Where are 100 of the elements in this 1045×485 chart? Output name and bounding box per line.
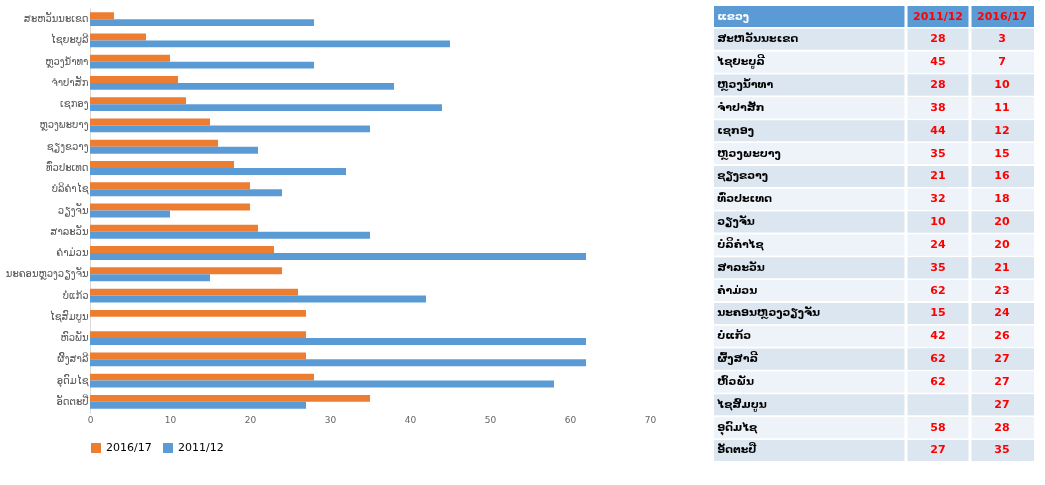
- y-tick-label: ສາລະວັນ: [50, 224, 89, 237]
- data-label: 45: [930, 55, 946, 69]
- x-tick-label: 0: [87, 414, 94, 425]
- y-tick-label: ທົ່ວປະເທດ: [46, 160, 89, 173]
- y-tick-label: ທົ່ວປະເທດ: [717, 191, 773, 206]
- bar: [90, 82, 394, 90]
- bar: [90, 246, 274, 254]
- bar: [90, 19, 314, 27]
- data-label: 10: [994, 78, 1010, 92]
- data-label: 10: [930, 215, 946, 229]
- y-tick-label: ຊຽງຂວາງ: [717, 169, 769, 183]
- bar: [90, 139, 218, 147]
- bar: [90, 167, 346, 175]
- x-tick-label: 40: [404, 414, 417, 425]
- x-tick-label: 10: [164, 414, 177, 425]
- bar: [90, 161, 234, 168]
- data-label: 24: [994, 306, 1010, 320]
- bar: [90, 331, 306, 339]
- y-axis-title: ແຂວງ: [717, 9, 749, 23]
- legend-label: 2016/17: [106, 441, 152, 454]
- data-label: 21: [994, 260, 1010, 274]
- bar: [90, 104, 442, 112]
- y-tick-label: ໄຊສົມບູນ: [716, 396, 767, 412]
- bar: [90, 267, 282, 275]
- y-tick-label: ຄຳມ່ວນ: [717, 283, 758, 297]
- data-label: 28: [930, 32, 946, 46]
- y-tick-label: ຄຳມ່ວນ: [56, 247, 89, 259]
- y-tick-label: ຈຳປາສັກ: [51, 75, 89, 88]
- bar: [90, 125, 370, 133]
- data-label: 20: [994, 237, 1010, 251]
- data-label: 42: [930, 329, 946, 343]
- y-tick-label: ອັດຕະປື: [56, 393, 89, 407]
- bar: [90, 12, 114, 20]
- data-label: 62: [930, 374, 946, 388]
- bar: [90, 146, 258, 154]
- y-tick-label: ອຸດົມໄຊ: [717, 419, 759, 436]
- bar: [90, 40, 450, 48]
- data-label: 28: [994, 420, 1010, 434]
- y-tick-label: ເຊກອງ: [717, 123, 754, 137]
- bar: [90, 54, 170, 62]
- bar: [90, 253, 586, 260]
- data-label: 27: [994, 374, 1010, 388]
- y-tick-label: ໄຊຍະບູລີ: [50, 33, 89, 47]
- data-label: 11: [994, 100, 1010, 114]
- data-label: 20: [994, 215, 1010, 229]
- legend-label: 2011/12: [178, 441, 224, 454]
- data-label: 44: [930, 123, 946, 137]
- y-tick-label: ຫຼວງພະບາງ: [39, 119, 89, 132]
- y-tick-label: ຈຳປາສັກ: [717, 100, 765, 114]
- bar: [90, 189, 282, 197]
- y-tick-label: ຫຼວງນ້ຳທາ: [717, 78, 774, 92]
- data-label: 58: [930, 420, 946, 434]
- data-label: 21: [930, 169, 946, 183]
- bar: [90, 373, 314, 381]
- y-tick-label: ອັດຕະປື: [717, 442, 758, 457]
- data-label: 18: [994, 192, 1010, 206]
- y-tick-label: ວຽງຈັນ: [57, 203, 89, 217]
- bar: [90, 97, 186, 105]
- data-label: 38: [930, 100, 946, 114]
- data-label: 26: [994, 329, 1010, 343]
- x-tick-label: 50: [484, 414, 497, 425]
- y-tick-label: ຜົ້ງສາລີ: [57, 352, 89, 366]
- bar: [90, 288, 298, 296]
- bar: [90, 182, 250, 190]
- y-tick-label: ນະຄອນຫຼວງວຽງຈັນ: [5, 267, 89, 281]
- bar: [90, 352, 306, 360]
- data-label: 32: [930, 192, 946, 206]
- data-label: 35: [930, 146, 946, 160]
- y-tick-label: ອຸດົມໄຊ: [56, 373, 89, 388]
- y-tick-label: ໄຊຍະບູລີ: [716, 54, 766, 70]
- bar: [90, 338, 586, 345]
- y-tick-label: ຫົວພັນ: [717, 373, 754, 388]
- data-label: 27: [930, 443, 946, 457]
- bar: [90, 76, 178, 83]
- data-label: 62: [930, 352, 946, 366]
- data-label: 62: [930, 283, 946, 297]
- bar: [90, 359, 586, 367]
- bar: [90, 203, 250, 211]
- y-tick-label: ບໍລິຄຳໄຊ: [51, 182, 89, 196]
- bar: [90, 309, 306, 317]
- y-tick-label: ຫົວພັນ: [60, 330, 89, 344]
- x-tick-label: 70: [644, 414, 657, 425]
- data-label: 35: [930, 260, 946, 274]
- y-tick-label: ຜົ້ງສາລີ: [717, 351, 759, 366]
- y-tick-label: ຫຼວງພະບາງ: [717, 146, 781, 160]
- data-label: 24: [930, 237, 946, 251]
- y-tick-label: ສະຫວັນນະເຂດ: [717, 32, 799, 46]
- data-label: 35: [994, 443, 1010, 457]
- x-tick-label: 60: [564, 414, 577, 425]
- y-tick-label: ເຊກອງ: [60, 98, 89, 111]
- y-tick-label: ໄຊສົມບູນ: [49, 309, 89, 323]
- data-label: 16: [994, 169, 1010, 183]
- data-label: 27: [994, 397, 1010, 411]
- data-label: 15: [930, 306, 946, 320]
- bar: [90, 394, 370, 402]
- data-label: 27: [994, 352, 1010, 366]
- x-tick-label: 20: [244, 414, 257, 425]
- y-tick-label: ບໍລິຄຳໄຊ: [717, 236, 765, 251]
- data-label: 28: [930, 78, 946, 92]
- x-tick-label: 30: [324, 414, 337, 425]
